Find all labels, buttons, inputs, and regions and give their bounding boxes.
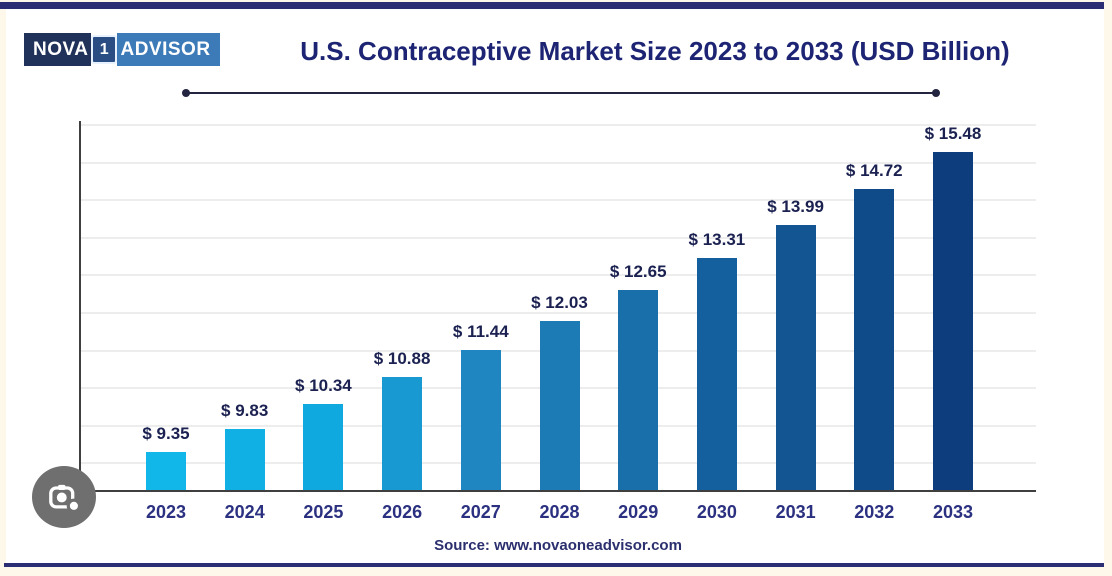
bar-2033 bbox=[933, 152, 973, 490]
gridline bbox=[81, 124, 1036, 126]
bar-2024 bbox=[224, 429, 265, 490]
x-axis-label-2023: 2023 bbox=[145, 502, 187, 522]
bar-value-label-2033: $ 15.48 bbox=[924, 124, 982, 143]
title-underline bbox=[182, 89, 940, 97]
bar-value-label-2027: $ 11.44 bbox=[452, 322, 509, 341]
camera-lens-icon bbox=[49, 484, 82, 514]
y-axis-line bbox=[79, 121, 81, 492]
x-axis-label-2032: 2032 bbox=[854, 502, 895, 522]
x-axis-label-2024: 2024 bbox=[224, 502, 265, 522]
bar-2031 bbox=[775, 225, 816, 490]
bar-2030 bbox=[696, 258, 737, 490]
x-axis-label-2033: 2033 bbox=[932, 502, 974, 522]
x-axis-label-2031: 2031 bbox=[775, 502, 816, 522]
source-text: Source: www.novaoneadvisor.com bbox=[434, 537, 682, 554]
nova-one-advisor-logo: NOVA 1 ADVISOR bbox=[24, 33, 220, 66]
gridline bbox=[81, 312, 1036, 314]
bottom-border-line bbox=[4, 563, 1104, 567]
x-axis-label-2025: 2025 bbox=[303, 502, 344, 522]
x-axis-label-2026: 2026 bbox=[382, 502, 423, 522]
bar-value-label-2023: $ 9.35 bbox=[142, 424, 190, 443]
bar-2023 bbox=[146, 452, 186, 490]
bar-2029 bbox=[618, 290, 659, 490]
logo-text-nova: NOVA bbox=[24, 33, 92, 66]
x-axis-label-2029: 2029 bbox=[618, 502, 659, 522]
bar-value-label-2025: $ 10.34 bbox=[295, 376, 352, 395]
underline-left-dot bbox=[182, 89, 190, 97]
bar-value-label-2024: $ 9.83 bbox=[221, 401, 269, 420]
x-axis-label-2028: 2028 bbox=[539, 502, 580, 522]
x-axis-label-2030: 2030 bbox=[696, 502, 737, 522]
bar-2028 bbox=[539, 321, 580, 490]
bar-value-label-2029: $ 12.65 bbox=[609, 262, 667, 281]
x-axis-line bbox=[79, 490, 1036, 492]
bar-2025 bbox=[303, 404, 344, 490]
bar-value-label-2026: $ 10.88 bbox=[373, 349, 431, 368]
bar-2027 bbox=[460, 350, 501, 490]
chart-title: U.S. Contraceptive Market Size 2023 to 2… bbox=[300, 36, 1010, 66]
x-axis-label-2027: 2027 bbox=[460, 502, 501, 522]
bar-value-label-2031: $ 13.99 bbox=[767, 197, 824, 216]
bar-2026 bbox=[382, 377, 423, 490]
logo-text-advisor: ADVISOR bbox=[117, 33, 220, 66]
underline-right-dot bbox=[932, 89, 940, 97]
gridline bbox=[81, 236, 1036, 239]
bar-value-label-2032: $ 14.72 bbox=[845, 161, 903, 180]
top-border-line bbox=[0, 2, 1104, 9]
bar-value-label-2028: $ 12.03 bbox=[531, 293, 588, 312]
gridline bbox=[81, 274, 1036, 277]
gridline bbox=[81, 161, 1036, 164]
bar-value-label-2030: $ 13.31 bbox=[688, 230, 746, 249]
bar-2032 bbox=[854, 189, 895, 490]
google-lens-camera-button[interactable] bbox=[32, 466, 96, 528]
gridline bbox=[81, 199, 1036, 202]
logo-one-badge: 1 bbox=[91, 35, 118, 64]
